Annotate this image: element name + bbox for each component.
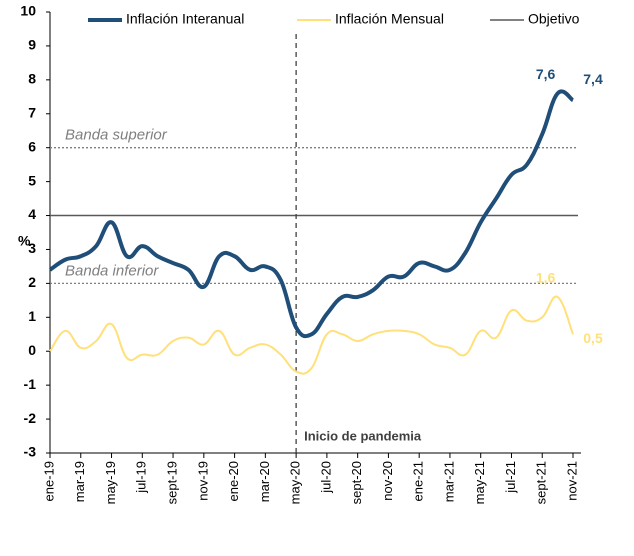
x-tick-label: jul-21 bbox=[503, 461, 518, 494]
y-tick-label: 3 bbox=[28, 240, 36, 256]
x-tick-label: sept-20 bbox=[349, 461, 364, 504]
y-axis-label: % bbox=[18, 233, 31, 249]
legend-label: Inflación Interanual bbox=[126, 11, 244, 27]
x-tick-label: nov-19 bbox=[195, 461, 210, 501]
event-label: Inicio de pandemia bbox=[304, 428, 422, 443]
x-tick-label: mar-20 bbox=[257, 461, 272, 502]
series-line bbox=[49, 295, 574, 375]
data-label: 7,6 bbox=[536, 66, 556, 82]
x-tick-label: may-20 bbox=[288, 461, 303, 504]
data-label: 1,6 bbox=[536, 270, 556, 286]
band-label: Banda superior bbox=[65, 127, 168, 144]
y-tick-label: 2 bbox=[28, 274, 36, 290]
y-tick-label: 6 bbox=[28, 138, 36, 154]
y-tick-label: 9 bbox=[28, 37, 36, 53]
x-tick-label: nov-20 bbox=[380, 461, 395, 501]
y-tick-label: -2 bbox=[24, 410, 37, 426]
x-tick-label: may-19 bbox=[103, 461, 118, 504]
y-tick-label: 5 bbox=[28, 172, 36, 188]
data-label: 7,4 bbox=[583, 71, 603, 87]
x-tick-label: sept-21 bbox=[534, 461, 549, 504]
x-tick-label: ene-21 bbox=[411, 461, 426, 501]
x-tick-label: jul-20 bbox=[318, 461, 333, 494]
x-tick-label: may-21 bbox=[472, 461, 487, 504]
x-tick-label: nov-21 bbox=[564, 461, 579, 501]
data-label: 0,5 bbox=[583, 330, 603, 346]
y-tick-label: 1 bbox=[28, 308, 36, 324]
x-tick-label: sept-19 bbox=[164, 461, 179, 504]
x-tick-label: ene-19 bbox=[41, 461, 56, 501]
band-label: Banda inferior bbox=[65, 262, 159, 279]
x-tick-label: mar-21 bbox=[441, 461, 456, 502]
y-tick-label: 10 bbox=[20, 3, 36, 19]
y-tick-label: 0 bbox=[28, 342, 36, 358]
x-tick-label: ene-20 bbox=[226, 461, 241, 501]
x-tick-label: jul-19 bbox=[134, 461, 149, 494]
y-tick-label: -1 bbox=[24, 376, 37, 392]
y-tick-label: 8 bbox=[28, 71, 36, 87]
y-tick-label: 4 bbox=[28, 206, 36, 222]
legend-label: Objetivo bbox=[528, 11, 580, 27]
series-line bbox=[48, 89, 575, 339]
y-tick-label: -3 bbox=[24, 444, 37, 460]
x-tick-label: mar-19 bbox=[72, 461, 87, 502]
legend-label: Inflación Mensual bbox=[335, 11, 444, 27]
y-tick-label: 7 bbox=[28, 104, 36, 120]
